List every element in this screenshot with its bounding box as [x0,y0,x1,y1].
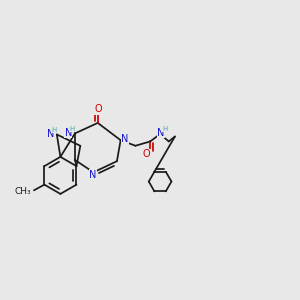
Text: O: O [143,149,151,159]
Text: H: H [51,127,56,133]
Text: H: H [69,126,75,132]
Text: CH₃: CH₃ [15,187,31,196]
Text: H: H [162,126,167,132]
Text: N: N [46,129,54,139]
Text: CH₃: CH₃ [15,187,31,196]
Text: N: N [89,170,97,180]
Text: N: N [65,128,72,138]
Text: N: N [157,128,165,138]
Text: N: N [121,134,129,144]
Text: O: O [94,104,102,114]
